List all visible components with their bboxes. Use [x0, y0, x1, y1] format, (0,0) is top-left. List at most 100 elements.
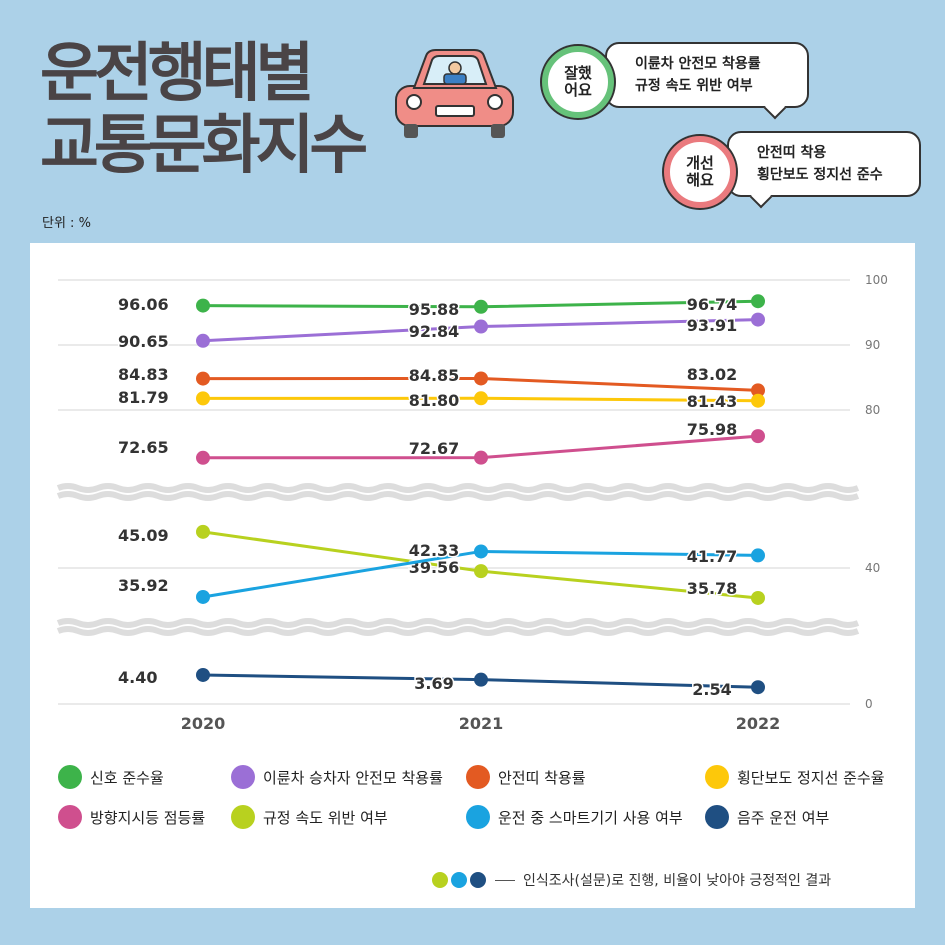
page-title: 운전행태별 교통문화지수	[40, 37, 368, 183]
data-point-signal	[751, 294, 765, 309]
axis-break-upper	[56, 483, 860, 493]
data-label-drunk: 3.69	[414, 674, 453, 693]
data-point-helmet	[751, 312, 765, 327]
good-badge-line-2: 어요	[564, 81, 592, 99]
legend-item-signal: 신호 준수율	[58, 765, 164, 789]
x-tick-label: 2021	[459, 714, 504, 733]
data-point-drunk	[751, 680, 765, 695]
legend-label: 이륜차 승차자 안전모 착용률	[263, 768, 443, 787]
data-label-speeding: 45.09	[118, 526, 169, 545]
good-badge-line-1: 잘했	[564, 64, 592, 82]
y-tick-label: 40	[865, 561, 880, 575]
legend-dot-icon	[466, 765, 490, 789]
legend-label: 횡단보도 정지선 준수율	[737, 768, 885, 787]
data-label-signal: 96.74	[687, 295, 738, 314]
legend-item-speeding: 규정 속도 위반 여부	[231, 805, 388, 829]
data-point-smartphone	[196, 589, 210, 604]
x-tick-label: 2020	[181, 714, 226, 733]
title-line-1: 운전행태별	[40, 37, 314, 111]
data-point-smartphone	[474, 544, 488, 559]
data-point-smartphone	[751, 548, 765, 563]
data-point-turn_signal	[196, 450, 210, 465]
data-point-speeding	[474, 564, 488, 579]
data-point-speeding	[196, 524, 210, 539]
legend-label: 규정 속도 위반 여부	[263, 808, 388, 827]
x-tick-label: 2022	[736, 714, 781, 733]
data-label-turn_signal: 72.67	[409, 439, 460, 458]
footnote-dash	[495, 879, 515, 881]
bad-badge-line-1: 개선	[686, 154, 714, 172]
legend-item-crosswalk: 횡단보도 정지선 준수율	[705, 765, 885, 789]
data-label-turn_signal: 72.65	[118, 438, 169, 457]
data-label-crosswalk: 81.79	[118, 388, 169, 407]
data-point-helmet	[474, 319, 488, 334]
good-bubble: 이륜차 안전모 착용률 규정 속도 위반 여부	[605, 42, 809, 120]
legend-dot-icon	[466, 805, 490, 829]
legend-item-turn_signal: 방향지시등 점등률	[58, 805, 205, 829]
bad-bubble-line-1: 안전띠 착용	[757, 145, 827, 161]
legend-dot-icon	[231, 765, 255, 789]
legend-dot-icon	[58, 765, 82, 789]
data-label-crosswalk: 81.43	[687, 392, 738, 411]
y-tick-label: 100	[865, 273, 888, 287]
data-point-seatbelt	[196, 371, 210, 386]
legend-label: 안전띠 착용률	[498, 768, 586, 787]
data-point-drunk	[196, 667, 210, 682]
legend-label: 음주 운전 여부	[737, 808, 830, 827]
axis-break-lower	[56, 618, 860, 628]
unit-label: 단위 : %	[42, 216, 91, 231]
data-label-helmet: 92.84	[409, 322, 460, 341]
y-tick-label: 90	[865, 338, 880, 352]
title-line-2: 교통문화지수	[40, 109, 368, 183]
car-illustration-icon	[395, 49, 514, 138]
y-tick-label: 80	[865, 403, 880, 417]
data-point-crosswalk	[474, 391, 488, 406]
legend-dot-icon	[58, 805, 82, 829]
data-label-crosswalk: 81.80	[409, 391, 460, 410]
bad-badge-line-2: 해요	[686, 171, 714, 189]
legend-dot-icon	[705, 805, 729, 829]
data-label-seatbelt: 83.02	[687, 365, 738, 384]
legend-item-smartphone: 운전 중 스마트기기 사용 여부	[466, 805, 683, 829]
data-label-smartphone: 41.77	[687, 547, 738, 566]
data-point-turn_signal	[474, 450, 488, 465]
data-label-smartphone: 42.33	[409, 541, 460, 560]
data-point-seatbelt	[751, 383, 765, 398]
footnote-dot-smartphone	[451, 872, 467, 888]
data-point-turn_signal	[751, 429, 765, 444]
legend-label: 신호 준수율	[90, 768, 164, 787]
legend-label: 방향지시등 점등률	[90, 808, 206, 827]
legend-item-helmet: 이륜차 승차자 안전모 착용률	[231, 765, 443, 789]
data-label-turn_signal: 75.98	[687, 420, 738, 439]
legend-item-drunk: 음주 운전 여부	[705, 805, 829, 829]
bad-bubble-line-2: 횡단보도 정지선 준수	[757, 167, 883, 183]
legend-dot-icon	[231, 805, 255, 829]
data-label-signal: 95.88	[409, 300, 460, 319]
footnote-dot-speeding	[432, 872, 448, 888]
data-label-helmet: 93.91	[687, 316, 738, 335]
bad-bubble: 안전띠 착용 횡단보도 정지선 준수	[727, 131, 921, 209]
data-label-drunk: 4.40	[118, 668, 157, 687]
legend-item-seatbelt: 안전띠 착용률	[466, 765, 586, 789]
y-tick-label: 0	[865, 697, 873, 711]
data-label-smartphone: 35.92	[118, 576, 169, 595]
data-label-seatbelt: 84.85	[409, 366, 460, 385]
data-label-drunk: 2.54	[692, 680, 731, 699]
data-point-crosswalk	[751, 393, 765, 408]
good-bubble-line-2: 규정 속도 위반 여부	[635, 78, 753, 94]
data-point-seatbelt	[474, 371, 488, 386]
good-bubble-line-1: 이륜차 안전모 착용률	[635, 56, 761, 72]
footnote-dot-drunk	[470, 872, 486, 888]
chart-panel: 100 90 80 40 0 2020 2021 2022 96.06 95.88 96.74 90.…	[30, 243, 915, 908]
data-label-signal: 96.06	[118, 295, 169, 314]
footnote-text: 인식조사(설문)로 진행, 비율이 낮아야 긍정적인 결과	[523, 873, 832, 889]
data-point-helmet	[196, 333, 210, 348]
legend-dot-icon	[705, 765, 729, 789]
axis-break-lower-2	[56, 626, 860, 636]
line-chart: 100 90 80 40 0 2020 2021 2022 96.06 95.88 96.74 90.…	[56, 273, 888, 733]
data-label-seatbelt: 84.83	[118, 365, 169, 384]
data-point-crosswalk	[196, 391, 210, 406]
data-label-speeding: 35.78	[687, 579, 738, 598]
data-point-speeding	[751, 590, 765, 605]
data-point-drunk	[474, 672, 488, 687]
